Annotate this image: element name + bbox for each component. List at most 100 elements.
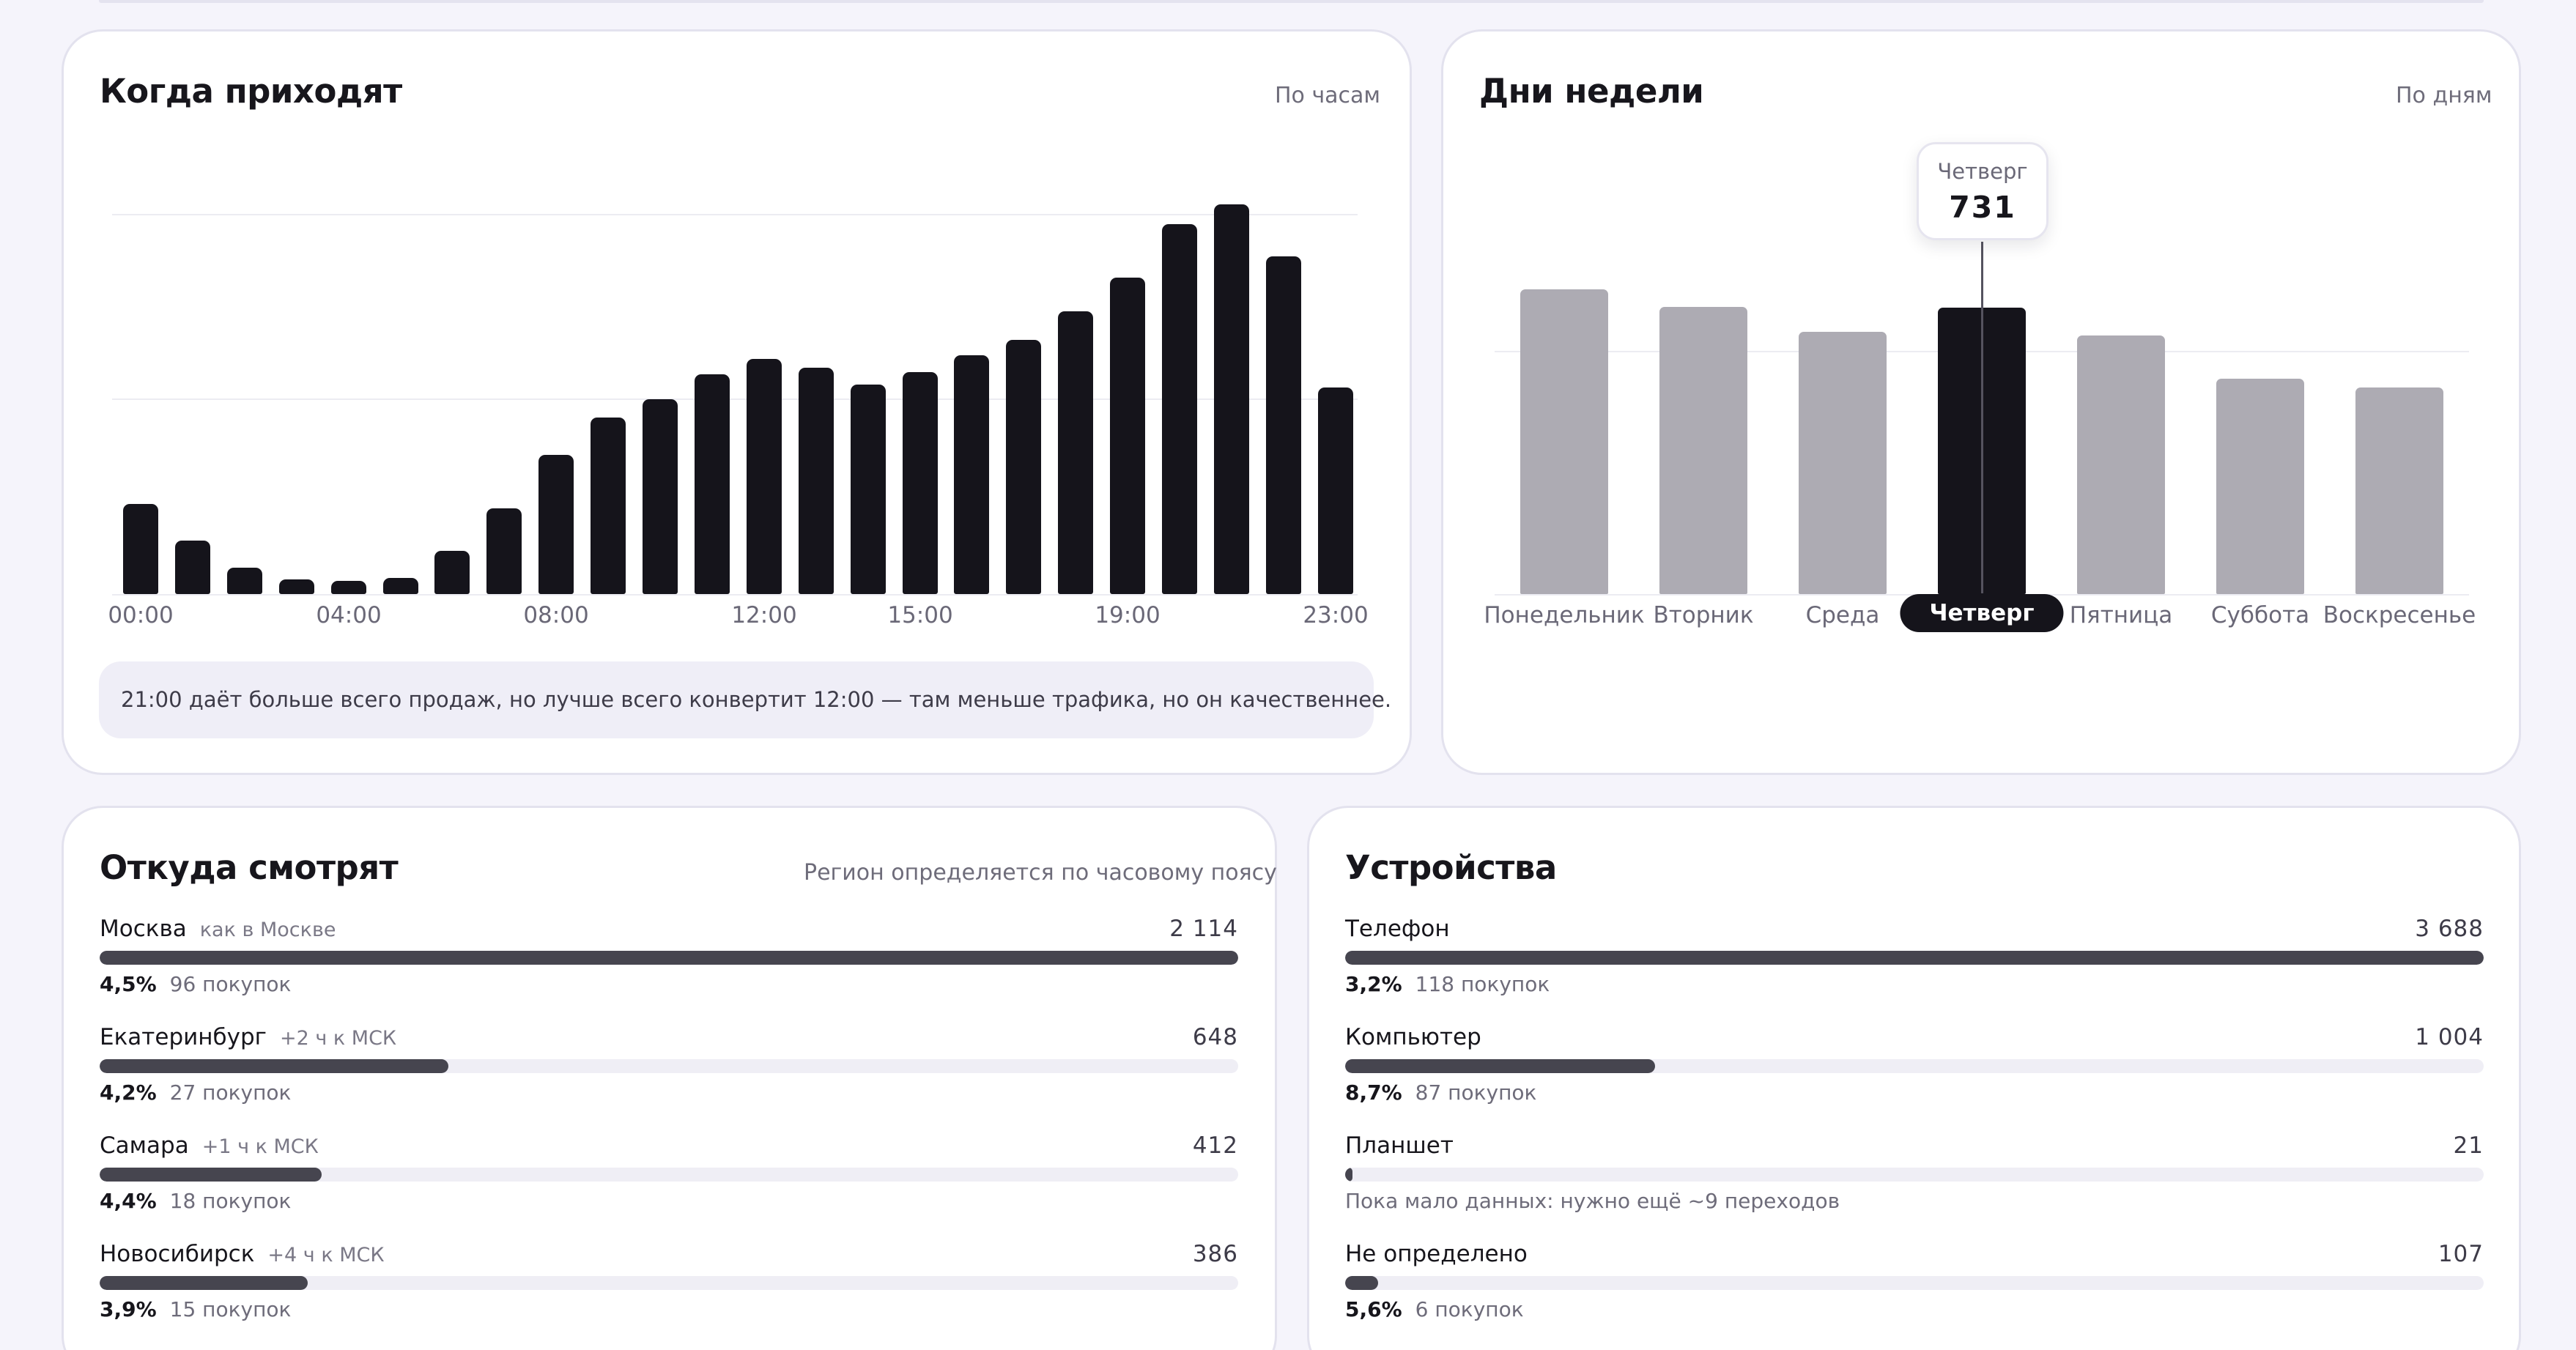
region-row-label: Самара [100,1132,189,1159]
weekday-tooltip: Четверг 731 [1917,142,2048,240]
weekday-bar [2355,387,2443,594]
hour-bar [1318,387,1353,594]
hour-bar [279,579,314,594]
weekday-label-active[interactable]: Четверг [1900,594,2064,632]
region-row-conversion: 3,9% [100,1297,157,1321]
hour-tick-label: 15:00 [887,602,953,628]
hourly-hint: По часам [1275,83,1381,108]
device-row-stats: 5,6% 6 покупок [1345,1297,1524,1321]
regions-hint: Регион определяется по часовому поясу [804,860,1277,886]
region-row-progress-fill [100,1168,322,1182]
weekday-bar [1520,289,1608,594]
device-row-stats: 3,2% 118 покупок [1345,972,1550,996]
hour-bar [747,359,782,594]
weekday-label: Понедельник [1484,602,1645,628]
weekday-label: Среда [1805,602,1880,628]
hour-bar [903,372,938,594]
region-row-purchases: 27 покупок [169,1080,292,1105]
hour-bar [799,368,834,594]
device-row-stats: 8,7% 87 покупок [1345,1080,1536,1105]
region-row-name: Москва как в Москве [100,916,336,942]
top-divider [99,0,2484,3]
region-row-label: Екатеринбург [100,1024,267,1050]
hourly-title: Когда приходят [100,72,402,111]
hour-tick-label: 00:00 [108,602,174,628]
weekday-label: Вторник [1653,602,1754,628]
weekdays-title: Дни недели [1479,72,1704,111]
region-row-progress-track [100,1276,1238,1290]
region-row-value: 2 114 [1169,916,1238,942]
device-row-stats: Пока мало данных: нужно ещё ~9 переходов [1345,1189,1840,1213]
device-row-value: 1 004 [2415,1024,2484,1050]
device-row-progress-fill [1345,951,2484,965]
region-row-purchases: 15 покупок [169,1297,292,1321]
devices-title: Устройства [1345,848,1557,887]
device-row-progress-track [1345,1059,2484,1073]
device-row-progress-fill [1345,1059,1655,1073]
device-row-label: Не определено [1345,1241,1528,1267]
region-row-progress-track [100,1059,1238,1073]
hour-tick-label: 08:00 [523,602,589,628]
region-row-timezone-tag: +2 ч к МСК [279,1027,397,1050]
hour-bar [175,541,210,594]
device-row-conversion: 5,6% [1345,1297,1402,1321]
hour-bar [434,551,470,594]
device-row-value: 107 [2438,1241,2484,1267]
weekday-label: Суббота [2210,602,2310,628]
region-row-stats: 4,2% 27 покупок [100,1080,291,1105]
hour-bar [695,374,730,594]
hour-bar [1162,224,1197,594]
weekday-bar [2216,379,2304,594]
device-row-name: Планшет [1345,1132,1454,1159]
device-row-name: Компьютер [1345,1024,1481,1050]
region-row-stats: 3,9% 15 покупок [100,1297,291,1321]
regions-title: Откуда смотрят [100,848,399,887]
device-row-label: Планшет [1345,1132,1454,1159]
hour-bar [538,455,574,594]
device-row-purchases: 118 покупок [1415,972,1550,996]
device-row-progress-fill [1345,1276,1379,1290]
device-row-label: Телефон [1345,916,1450,942]
hour-bar [851,385,886,594]
device-row-progress-track [1345,1276,2484,1290]
hour-tick-label: 04:00 [316,602,382,628]
tooltip-day: Четверг [1937,159,2028,184]
region-row-label: Москва [100,916,187,942]
hour-bar [591,418,626,594]
hour-bar [227,568,262,594]
region-row-value: 412 [1192,1132,1238,1159]
region-row-progress-track [100,1168,1238,1182]
hour-bar [1110,278,1145,594]
region-row-progress-fill [100,951,1238,965]
hour-tick-label: 23:00 [1303,602,1369,628]
region-row-purchases: 18 покупок [169,1189,292,1213]
device-row-purchases: 6 покупок [1415,1297,1524,1321]
hour-bar [123,504,158,594]
region-row-conversion: 4,5% [100,972,157,996]
device-row-name: Не определено [1345,1241,1528,1267]
hour-bar [486,508,522,594]
device-row-name: Телефон [1345,916,1450,942]
tooltip-value: 731 [1949,190,2016,225]
weekday-bar [1659,307,1747,594]
device-row-progress-track [1345,1168,2484,1182]
device-row-progress-track [1345,951,2484,965]
region-row-label: Новосибирск [100,1241,255,1267]
grid-line [112,398,1358,400]
region-row-conversion: 4,4% [100,1189,157,1213]
device-row-conversion: 3,2% [1345,972,1402,996]
region-row-conversion: 4,2% [100,1080,157,1105]
region-row-name: Самара +1 ч к МСК [100,1132,319,1159]
weekday-label: Пятница [2069,602,2173,628]
weekday-bar [2077,335,2165,594]
device-row-purchases: 87 покупок [1415,1080,1537,1105]
hour-bar [643,399,678,594]
hourly-insight-note: 21:00 даёт больше всего продаж, но лучше… [99,661,1391,738]
region-row-timezone-tag: как в Москве [199,919,336,941]
hover-cursor-line [1981,242,1983,593]
device-row-progress-fill [1345,1168,1352,1182]
weekday-bar [1799,332,1887,594]
region-row-value: 648 [1192,1024,1238,1050]
region-row-progress-track [100,951,1238,965]
hour-bar [331,581,366,594]
